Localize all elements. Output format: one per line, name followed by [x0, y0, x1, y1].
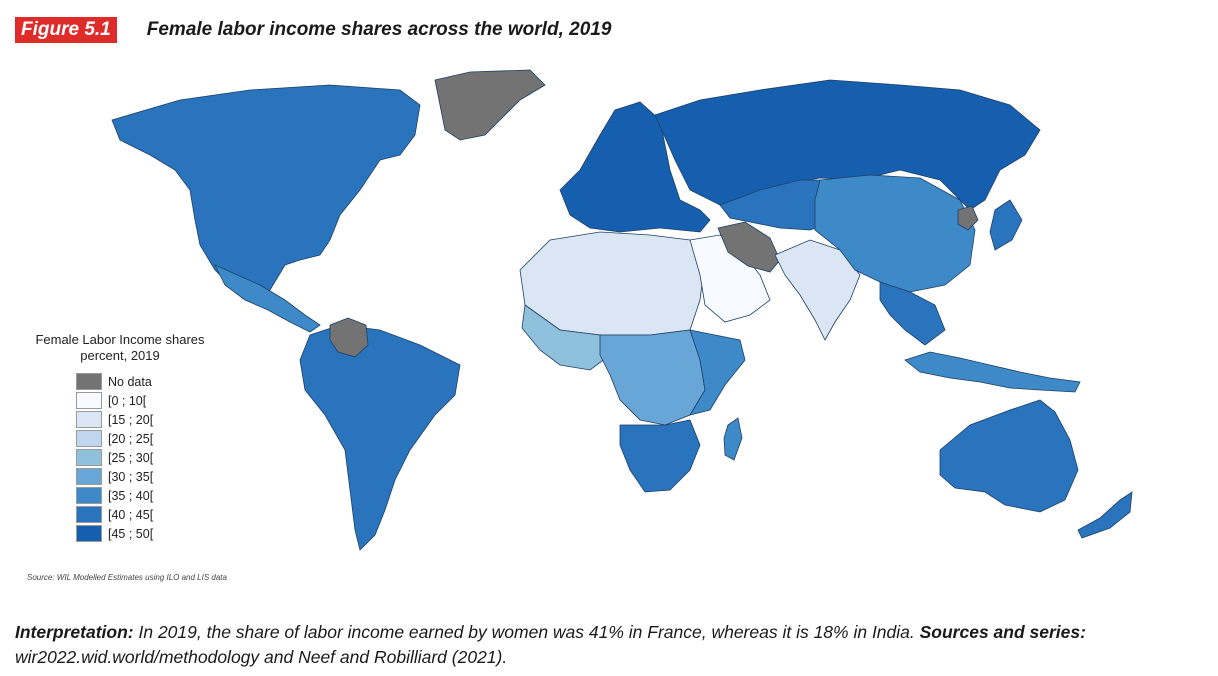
region-china — [814, 174, 976, 293]
source-note: Source: WIL Modelled Estimates using ILO… — [27, 573, 227, 582]
region-east-africa — [689, 329, 746, 416]
legend-label: No data — [108, 374, 152, 389]
legend-item-20-25: [20 ; 25[ — [76, 429, 240, 448]
region-europe — [559, 101, 711, 233]
legend-swatch — [76, 525, 102, 542]
region-india — [774, 239, 861, 341]
legend-swatch — [76, 468, 102, 485]
legend-title: Female Labor Income shares percent, 2019 — [20, 332, 220, 364]
figure-header: Figure 5.1 Female labor income shares ac… — [15, 16, 611, 44]
legend-item-40-45: [40 ; 45[ — [76, 505, 240, 524]
region-central-africa — [599, 329, 706, 426]
legend-item-0-10: [0 ; 10[ — [76, 391, 240, 410]
legend-items: No data [0 ; 10[ [15 ; 20[ [20 ; 25[ [25… — [76, 372, 240, 543]
region-central-america — [214, 264, 321, 333]
region-north-korea — [957, 205, 979, 231]
interpretation-label: Interpretation: — [15, 622, 134, 642]
figure-title: Female labor income shares across the wo… — [146, 19, 612, 40]
legend-item-no-data: No data — [76, 372, 240, 391]
legend-label: [45 ; 50[ — [108, 526, 154, 541]
legend-label: [35 ; 40[ — [108, 488, 154, 503]
interpretation-text: In 2019, the share of labor income earne… — [133, 622, 920, 642]
legend-title-line1: Female Labor Income shares — [35, 332, 205, 347]
legend-swatch — [76, 506, 102, 523]
legend-item-45-50: [45 ; 50[ — [76, 524, 240, 543]
world-map — [111, 69, 1133, 551]
legend-swatch — [76, 392, 102, 409]
region-japan — [989, 199, 1023, 251]
legend-label: [40 ; 45[ — [108, 507, 154, 522]
interpretation-note: Interpretation: In 2019, the share of la… — [15, 620, 1210, 670]
legend-swatch — [76, 487, 102, 504]
region-iran — [717, 221, 781, 273]
region-north-africa — [519, 231, 706, 336]
region-madagascar — [723, 417, 743, 461]
region-new-zealand — [1077, 491, 1133, 539]
legend-swatch — [76, 430, 102, 447]
sources-text: wir2022.wid.world/methodology and Neef a… — [15, 647, 508, 667]
legend-title-line2: percent, 2019 — [80, 348, 160, 363]
map-legend: Female Labor Income shares percent, 2019… — [20, 332, 240, 543]
region-australia — [939, 399, 1079, 513]
legend-label: [25 ; 30[ — [108, 450, 154, 465]
region-southern-africa — [619, 419, 701, 493]
legend-label: [0 ; 10[ — [108, 393, 147, 408]
region-north-america — [111, 84, 421, 296]
legend-swatch — [76, 449, 102, 466]
legend-swatch — [76, 411, 102, 428]
legend-item-35-40: [35 ; 40[ — [76, 486, 240, 505]
legend-swatch — [76, 373, 102, 390]
legend-item-15-20: [15 ; 20[ — [76, 410, 240, 429]
region-greenland — [434, 69, 546, 141]
legend-label: [30 ; 35[ — [108, 469, 154, 484]
legend-label: [15 ; 20[ — [108, 412, 154, 427]
region-southeast-asia — [879, 281, 946, 346]
sources-label: Sources and series: — [919, 622, 1086, 642]
legend-item-30-35: [30 ; 35[ — [76, 467, 240, 486]
figure-label: Figure 5.1 — [15, 17, 117, 43]
region-indonesia — [904, 351, 1081, 393]
region-west-africa — [521, 304, 611, 371]
legend-label: [20 ; 25[ — [108, 431, 154, 446]
legend-item-25-30: [25 ; 30[ — [76, 448, 240, 467]
region-south-america — [299, 324, 461, 551]
region-venezuela — [329, 317, 369, 358]
